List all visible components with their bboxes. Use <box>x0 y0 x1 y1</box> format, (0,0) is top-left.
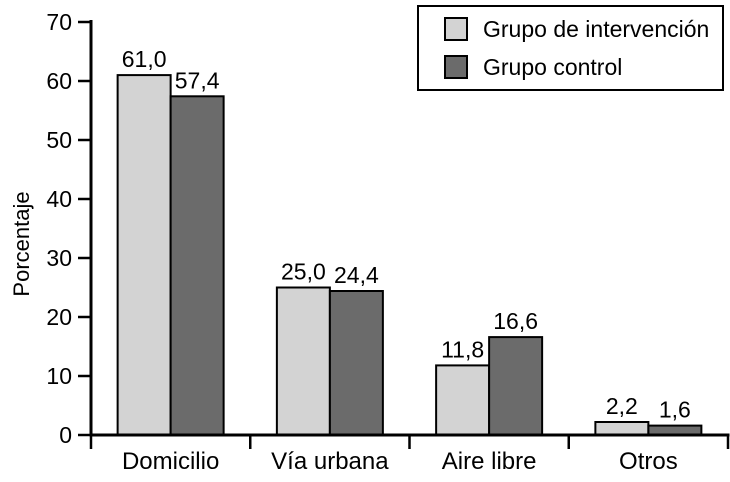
bar-series1-cat0 <box>169 95 225 437</box>
x-category-label-1: Vía urbana <box>271 448 389 475</box>
y-tick-label-70: 70 <box>46 9 72 35</box>
bar-value-label-series1-cat2: 16,6 <box>493 308 538 334</box>
legend: Grupo de intervención Grupo control <box>417 5 724 91</box>
x-category-label-3: Otros <box>619 448 678 475</box>
bar-series0-cat1 <box>275 286 331 436</box>
y-tick-label-30: 30 <box>46 245 72 271</box>
y-tick-label-40: 40 <box>46 186 72 212</box>
legend-swatch-control-icon <box>444 55 468 79</box>
y-tick-label-0: 0 <box>59 422 72 448</box>
y-tick-label-20: 20 <box>46 304 72 330</box>
bar-value-label-series0-cat1: 25,0 <box>281 259 326 285</box>
bar-value-label-series1-cat3: 1,6 <box>659 397 691 423</box>
bar-value-label-series0-cat0: 61,0 <box>122 46 167 72</box>
bar-value-label-series1-cat1: 24,4 <box>334 262 379 288</box>
x-category-label-2: Aire libre <box>442 448 537 475</box>
bar-series1-cat1 <box>328 290 384 436</box>
bar-value-label-series0-cat2: 11,8 <box>441 336 484 362</box>
x-category-label-0: Domicilio <box>122 448 219 475</box>
legend-label-intervencion: Grupo de intervención <box>483 15 710 42</box>
y-tick-label-60: 60 <box>46 68 72 94</box>
legend-swatch-intervencion-icon <box>444 17 468 41</box>
bar-series1-cat2 <box>488 336 544 437</box>
bar-value-label-series1-cat0: 57,4 <box>175 67 220 93</box>
y-tick-label-50: 50 <box>46 127 72 153</box>
bar-series0-cat3 <box>594 421 650 436</box>
bar-series0-cat2 <box>435 364 491 436</box>
legend-item-control: Grupo control <box>444 54 722 81</box>
legend-item-intervencion: Grupo de intervención <box>444 16 722 43</box>
legend-label-control: Grupo control <box>483 53 623 80</box>
y-tick-label-10: 10 <box>46 363 72 389</box>
bar-value-label-series0-cat3: 2,2 <box>606 393 638 419</box>
bar-series0-cat0 <box>116 74 172 436</box>
y-axis-title: Porcentaje <box>9 191 34 297</box>
